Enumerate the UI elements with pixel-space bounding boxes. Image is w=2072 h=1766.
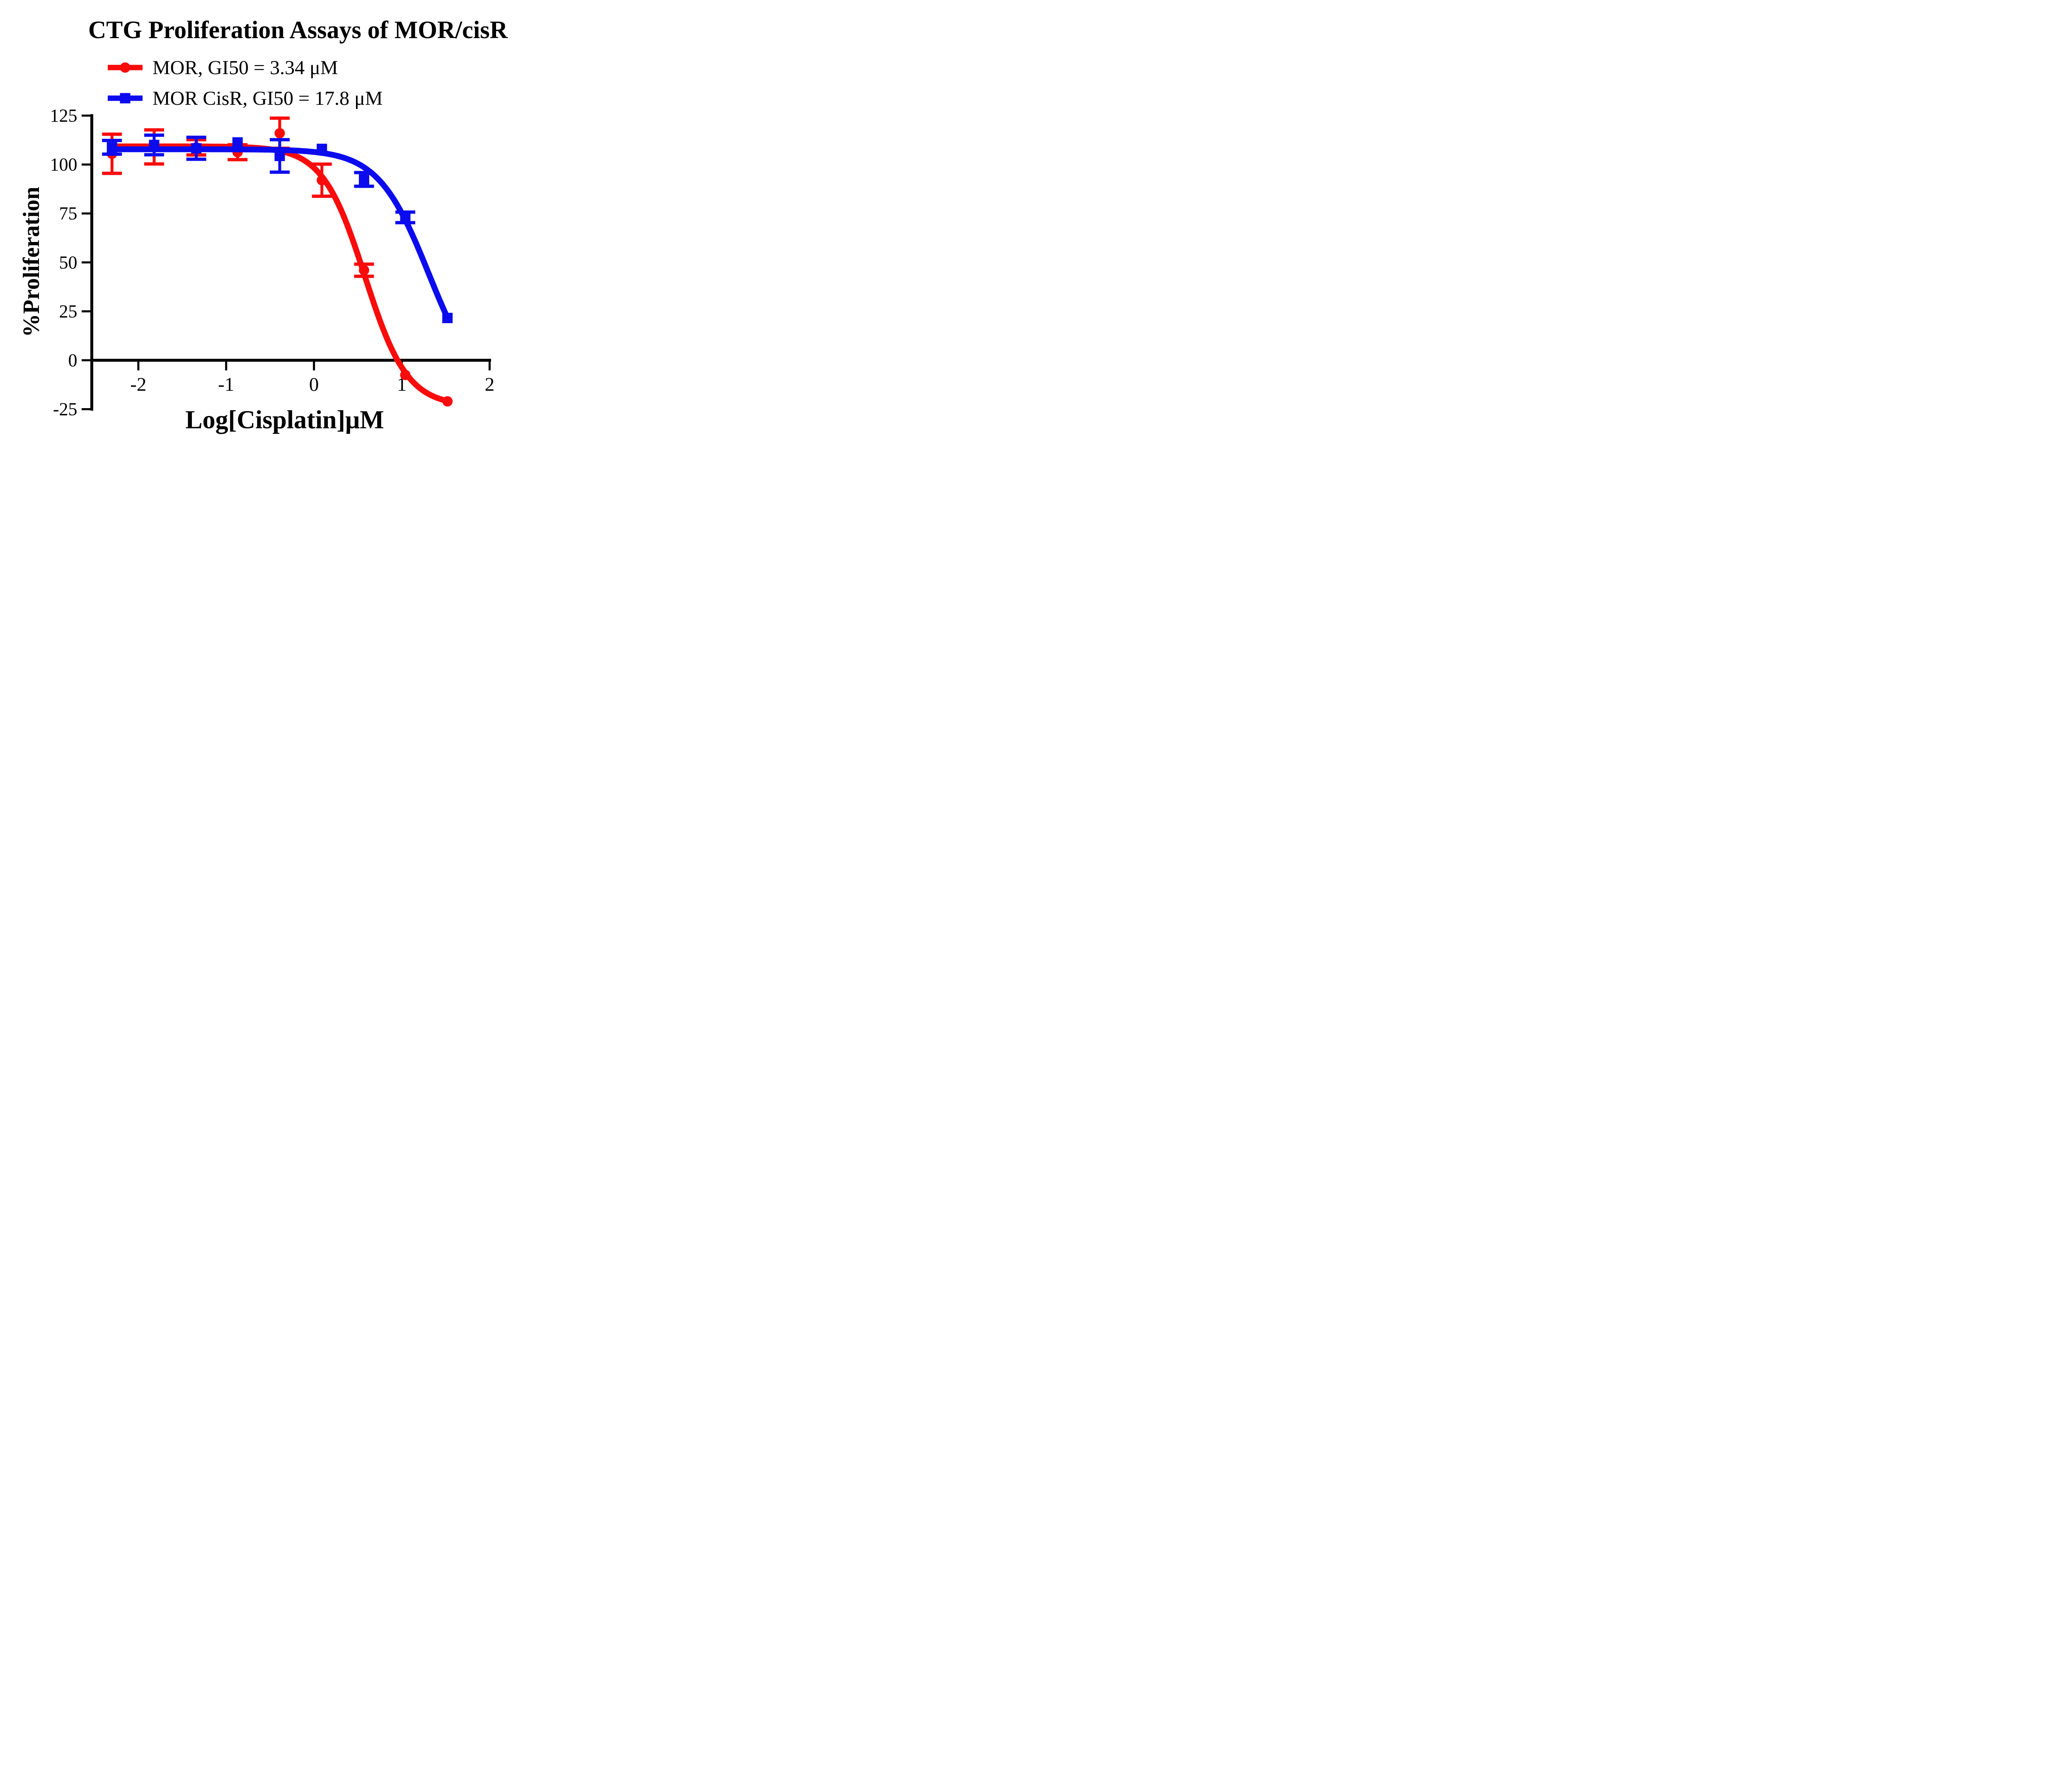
mor-cisr-error-cap-bottom [144,153,164,157]
x-tick [313,361,315,370]
legend-item-mor: MOR, GI50 = 3.34 μM [108,56,338,79]
mor-cisr-error-cap-top [354,171,374,174]
data-point-mor-cisr [358,174,369,185]
data-point-mor-cisr [149,140,160,150]
legend-item-mor-cisr: MOR CisR, GI50 = 17.8 μM [108,87,383,110]
chart-figure: CTG Proliferation Assays of MOR/cisR MOR… [0,0,543,442]
mor-error-cap-top [102,132,122,136]
mor-cisr-error-cap-bottom [102,152,122,156]
mor-cisr-error-cap-top [144,133,164,137]
legend-marker [120,93,131,104]
x-tick [137,361,140,370]
x-tick-label: 0 [309,374,319,395]
legend-label: MOR, GI50 = 3.34 μM [152,56,338,79]
mor-error-cap-top [354,262,374,266]
x-tick-label: 2 [485,374,495,395]
y-tick [82,114,90,117]
x-axis-line [90,358,491,362]
y-tick [82,212,90,215]
legend-circle-marker-icon [108,62,143,73]
y-tick-label: 25 [59,301,77,322]
data-point-mor [274,128,285,139]
data-point-mor [442,396,453,407]
y-tick [82,408,90,410]
y-tick-label: 75 [59,203,77,224]
mor-cisr-error-cap-top [102,138,122,142]
y-tick-label: 0 [68,350,77,370]
y-tick-label: 125 [50,106,77,126]
mor-cisr-error-cap-top [270,138,290,142]
chart-title: CTG Proliferation Assays of MOR/cisR [88,16,508,44]
mor-error-cap-bottom [144,162,164,166]
x-axis-title: Log[Cisplatin]μM [185,406,384,434]
mor-error-cap-top [270,116,290,120]
mor-error-cap-bottom [312,194,332,198]
data-point-mor [317,175,327,186]
y-tick [82,359,90,361]
legend-label: MOR CisR, GI50 = 17.8 μM [152,87,383,109]
data-point-mor [400,370,411,380]
data-point-mor [358,265,369,276]
data-point-mor-cisr [317,143,327,154]
mor-fit-curve [108,143,450,404]
y-axis-line [90,114,93,411]
mor-error-cap-top [312,162,332,166]
mor-cisr-fit-curve [108,146,450,321]
x-tick [489,361,491,370]
data-point-mor-cisr [232,137,243,148]
y-tick-label: 100 [50,155,77,175]
legend-marker [120,62,131,73]
x-tick-label: -1 [218,374,234,395]
data-point-mor-cisr [107,142,117,153]
y-tick [82,163,90,166]
y-tick [82,310,90,312]
data-point-mor-cisr [191,143,202,154]
x-tick [225,361,228,370]
mor-error-cap-top [144,128,164,132]
x-tick-label: -2 [130,374,146,395]
mor-error-cap-bottom [228,158,248,162]
y-tick-label: 50 [59,252,77,273]
data-point-mor-cisr [400,212,411,223]
legend-square-marker-icon [108,93,143,104]
mor-cisr-error-cap-top [186,135,206,139]
y-tick-label: -25 [53,399,77,419]
mor-error-cap-bottom [102,172,122,175]
mor-cisr-error-cap-bottom [186,157,206,161]
data-point-mor-cisr [274,150,285,161]
y-axis-title: %Proliferation [19,186,44,337]
mor-cisr-error-cap-bottom [270,170,290,174]
mor-cisr-error-cap-top [395,210,416,214]
mor-cisr-error-cap-bottom [354,184,374,188]
y-tick [82,261,90,264]
data-point-mor-cisr [442,312,453,323]
